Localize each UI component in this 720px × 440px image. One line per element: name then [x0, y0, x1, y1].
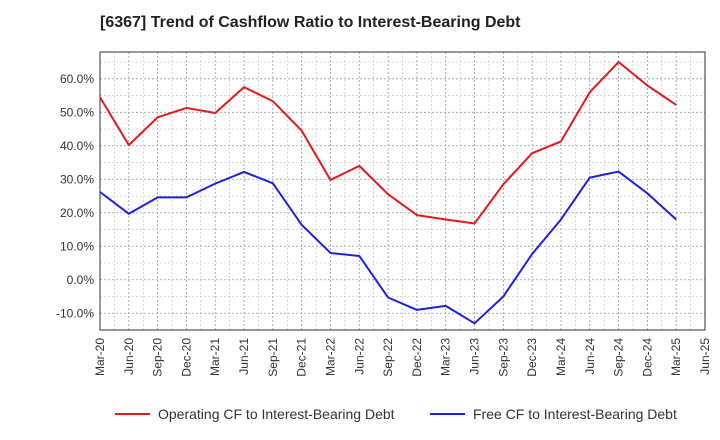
x-tick-label: Sep-20	[151, 338, 165, 377]
x-tick-label: Sep-23	[496, 338, 510, 377]
x-tick-label: Mar-23	[439, 338, 453, 376]
y-tick-label: 40.0%	[60, 139, 94, 153]
x-tick-label: Jun-23	[468, 338, 482, 375]
legend-label-2: Free CF to Interest-Bearing Debt	[473, 406, 677, 422]
chart-title: [6367] Trend of Cashflow Ratio to Intere…	[100, 14, 521, 31]
legend-label-1: Operating CF to Interest-Bearing Debt	[158, 406, 395, 422]
x-tick-label: Mar-25	[669, 338, 683, 376]
y-tick-label: 60.0%	[60, 72, 94, 86]
x-tick-label: Mar-20	[93, 338, 107, 376]
y-tick-label: 20.0%	[60, 206, 94, 220]
axes: -10.0% 0.0% 10.0% 20.0% 30.0% 40.0% 50.0% 60.0%…	[56, 51, 712, 377]
y-tick-label: 10.0%	[60, 239, 94, 253]
series-line-2	[99, 170, 677, 325]
y-tick-label: 30.0%	[60, 172, 94, 186]
x-tick-label: Jun-21	[237, 338, 251, 375]
x-tick-label: Dec-21	[295, 338, 309, 377]
x-tick-label: Jun-25	[698, 338, 712, 375]
series-line-1	[99, 61, 677, 225]
y-tick-label: 0.0%	[67, 273, 95, 287]
y-tick-label: -10.0%	[56, 306, 94, 320]
x-tick-label: Mar-22	[323, 338, 337, 376]
x-tick-label: Jun-20	[122, 338, 136, 375]
x-tick-label: Mar-21	[208, 338, 222, 376]
x-tick-label: Sep-22	[381, 338, 395, 377]
series-lines	[99, 61, 677, 325]
x-tick-label: Dec-24	[640, 338, 654, 377]
x-tick-label: Dec-20	[179, 338, 193, 377]
plot-border	[99, 51, 706, 331]
y-tick-label: 50.0%	[60, 105, 94, 119]
x-tick-label: Sep-21	[266, 338, 280, 377]
x-tick-label: Sep-24	[612, 338, 626, 377]
x-tick-label: Mar-24	[554, 338, 568, 376]
x-tick-label: Dec-23	[525, 338, 539, 377]
x-tick-label: Dec-22	[410, 338, 424, 377]
x-tick-label: Jun-24	[583, 338, 597, 375]
legend: Operating CF to Interest-Bearing Debt Fre…	[115, 406, 677, 422]
x-tick-label: Jun-22	[352, 338, 366, 375]
